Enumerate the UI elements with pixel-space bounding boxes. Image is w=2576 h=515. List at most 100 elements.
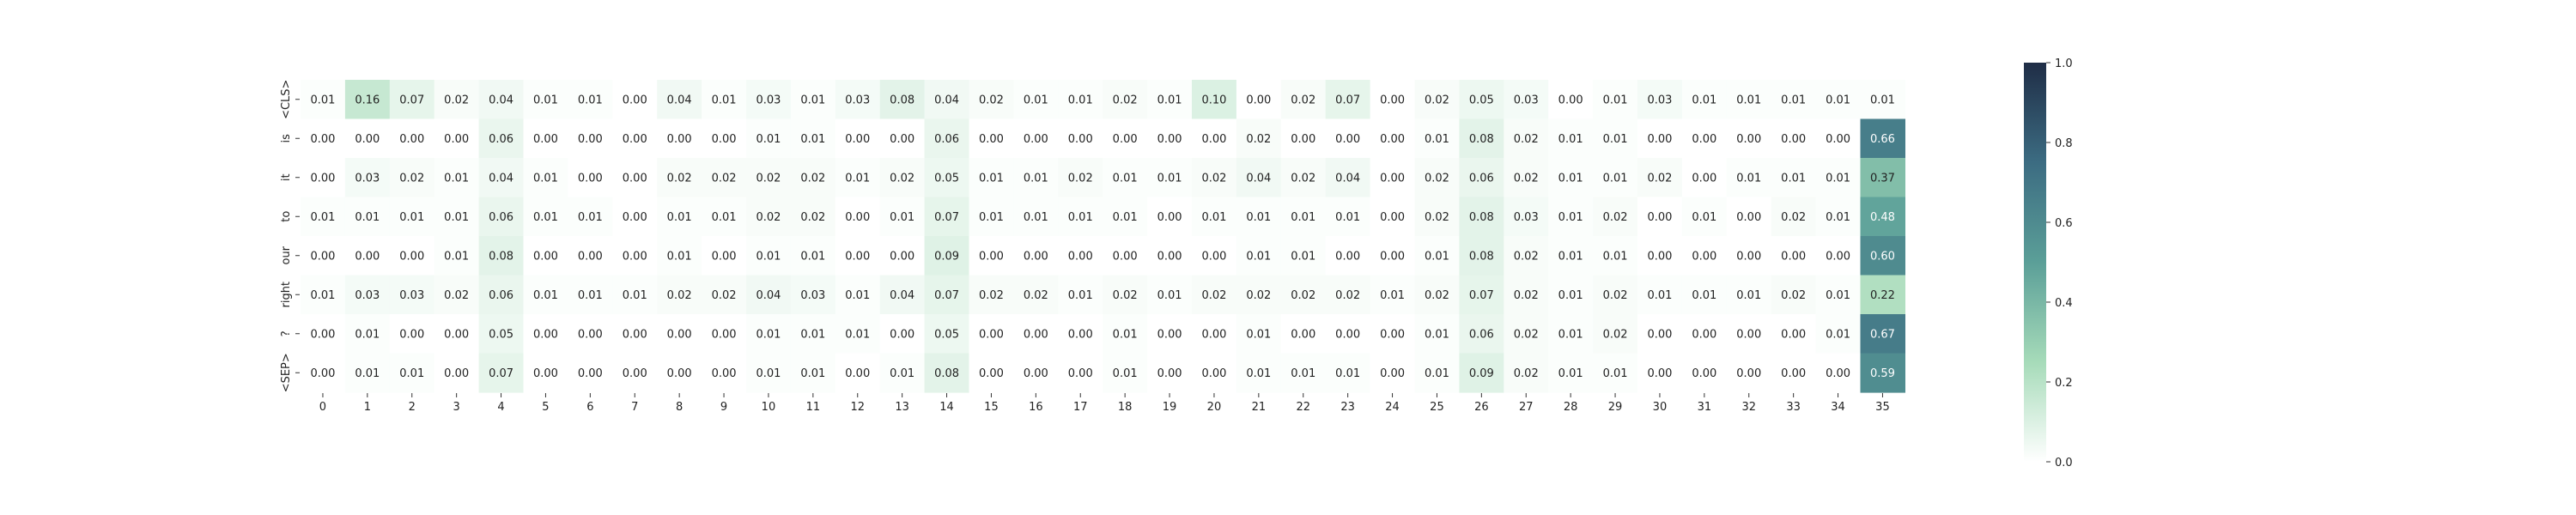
heatmap-cell-r4-c32 <box>1726 236 1772 276</box>
heatmap-cell-r6-c19 <box>1147 314 1193 354</box>
heatmap-cell-r3-c5 <box>523 197 568 237</box>
cell-value-r3-c1: 0.01 <box>355 211 380 224</box>
cell-value-r1-c12: 0.00 <box>845 133 870 146</box>
cell-value-r3-c29: 0.02 <box>1603 211 1628 224</box>
heatmap-cell-r3-c34 <box>1815 197 1862 237</box>
cell-value-r1-c27: 0.02 <box>1514 133 1539 146</box>
x-tick-label-0: 0 <box>319 401 326 414</box>
cell-value-r3-c33: 0.02 <box>1781 211 1806 224</box>
cell-value-r2-c5: 0.01 <box>533 172 558 185</box>
cell-value-r2-c28: 0.01 <box>1558 172 1583 185</box>
heatmap-cell-r7-c26 <box>1459 353 1504 393</box>
x-tick-label-7: 7 <box>631 401 638 414</box>
cell-value-r0-c20: 0.10 <box>1201 94 1226 106</box>
cell-value-r1-c28: 0.01 <box>1558 133 1583 146</box>
cell-value-r1-c14: 0.06 <box>934 133 959 146</box>
heatmap-cell-r1-c26 <box>1459 118 1504 159</box>
heatmap-cell-r5-c23 <box>1325 275 1371 315</box>
cell-value-r2-c17: 0.02 <box>1068 172 1093 185</box>
heatmap-cell-r3-c13 <box>879 197 926 237</box>
heatmap-cell-r6-c27 <box>1504 314 1549 354</box>
cell-value-r5-c28: 0.01 <box>1558 289 1583 302</box>
heatmap-cell-r0-c35 <box>1860 80 1905 120</box>
heatmap-cell-r0-c9 <box>702 80 747 120</box>
heatmap-cell-r7-c34 <box>1815 353 1862 393</box>
cell-value-r2-c21: 0.04 <box>1246 172 1271 185</box>
heatmap-cell-r2-c3 <box>434 158 480 198</box>
x-tick-label-9: 9 <box>720 401 727 414</box>
cell-value-r4-c33: 0.00 <box>1781 250 1806 263</box>
x-tick-label-25: 25 <box>1430 401 1444 414</box>
heatmap-cell-r1-c33 <box>1771 118 1817 159</box>
heatmap-cell-r7-c2 <box>389 353 435 393</box>
heatmap-cell-r4-c18 <box>1103 236 1148 276</box>
x-tick-label-26: 26 <box>1474 401 1489 414</box>
heatmap-cell-r2-c13 <box>879 158 926 198</box>
cell-value-r7-c2: 0.01 <box>399 367 424 380</box>
colorbar-tick-label-0: 0.0 <box>2055 457 2073 470</box>
cell-value-r3-c2: 0.01 <box>399 211 424 224</box>
cell-value-r6-c21: 0.01 <box>1246 328 1271 341</box>
cell-value-r6-c26: 0.06 <box>1469 328 1494 341</box>
cell-value-r5-c32: 0.01 <box>1736 289 1761 302</box>
heatmap-cell-r3-c15 <box>969 197 1014 237</box>
cell-value-r3-c31: 0.01 <box>1692 211 1716 224</box>
heatmap-cell-r2-c12 <box>835 158 881 198</box>
cell-value-r3-c7: 0.00 <box>623 211 647 224</box>
heatmap-cell-r5-c19 <box>1147 275 1193 315</box>
heatmap-cell-r7-c15 <box>969 353 1014 393</box>
cell-value-r5-c34: 0.01 <box>1826 289 1850 302</box>
cell-value-r0-c21: 0.00 <box>1246 94 1271 106</box>
x-tick-label-18: 18 <box>1118 401 1133 414</box>
cell-value-r2-c31: 0.00 <box>1692 172 1716 185</box>
cell-value-r0-c5: 0.01 <box>533 94 558 106</box>
cell-value-r2-c19: 0.01 <box>1157 172 1182 185</box>
cell-value-r6-c6: 0.00 <box>578 328 603 341</box>
heatmap-cell-r0-c26 <box>1459 80 1504 120</box>
x-tick-label-4: 4 <box>497 401 504 414</box>
cell-value-r1-c10: 0.01 <box>756 133 781 146</box>
heatmap-cell-r3-c24 <box>1370 197 1416 237</box>
cell-value-r4-c25: 0.01 <box>1425 250 1449 263</box>
x-axis-labels: 0 1 2 3 4 5 6 7 8 9 10 11 12 13 14 15 16 17 18 19 20 21 22 23 24… <box>319 393 1890 414</box>
cell-value-r4-c15: 0.00 <box>979 250 1004 263</box>
cell-value-r6-c32: 0.00 <box>1736 328 1761 341</box>
cell-value-r1-c0: 0.00 <box>310 133 335 146</box>
cell-value-r7-c6: 0.00 <box>578 367 603 380</box>
cell-value-r7-c14: 0.08 <box>934 367 959 380</box>
cell-value-r0-c0: 0.01 <box>310 94 335 106</box>
x-tick-label-21: 21 <box>1252 401 1267 414</box>
cell-value-r4-c5: 0.00 <box>533 250 558 263</box>
heatmap-cell-r3-c12 <box>835 197 881 237</box>
heatmap-cell-r2-c22 <box>1280 158 1327 198</box>
cell-value-r5-c25: 0.02 <box>1425 289 1449 302</box>
cell-value-r3-c23: 0.01 <box>1335 211 1360 224</box>
heatmap-cell-r5-c28 <box>1548 275 1594 315</box>
heatmap-cell-r7-c29 <box>1593 353 1638 393</box>
cell-value-r6-c22: 0.00 <box>1291 328 1315 341</box>
cell-value-r2-c4: 0.04 <box>489 172 513 185</box>
heatmap-cell-r2-c34 <box>1815 158 1862 198</box>
cell-value-r5-c31: 0.01 <box>1692 289 1716 302</box>
cell-value-r2-c32: 0.01 <box>1736 172 1761 185</box>
cell-value-r4-c10: 0.01 <box>756 250 781 263</box>
cell-value-r5-c26: 0.07 <box>1469 289 1494 302</box>
cell-value-r3-c15: 0.01 <box>979 211 1004 224</box>
cell-value-r7-c22: 0.01 <box>1291 367 1315 380</box>
heatmap-cell-r4-c26 <box>1459 236 1504 276</box>
cell-value-r3-c30: 0.00 <box>1647 211 1672 224</box>
cell-value-r0-c14: 0.04 <box>934 94 959 106</box>
heatmap-cell-r2-c21 <box>1236 158 1282 198</box>
heatmap-cell-r2-c33 <box>1771 158 1817 198</box>
heatmap-cell-r0-c19 <box>1147 80 1193 120</box>
cell-value-r5-c10: 0.04 <box>756 289 781 302</box>
cell-value-r3-c28: 0.01 <box>1558 211 1583 224</box>
heatmap-cell-r7-c10 <box>746 353 792 393</box>
cell-value-r4-c13: 0.00 <box>890 250 914 263</box>
cell-value-r3-c35: 0.48 <box>1870 211 1895 224</box>
heatmap-cell-r3-c30 <box>1637 197 1683 237</box>
heatmap-cell-r2-c23 <box>1325 158 1371 198</box>
heatmap-cell-r2-c17 <box>1058 158 1103 198</box>
cell-value-r6-c3: 0.00 <box>444 328 469 341</box>
